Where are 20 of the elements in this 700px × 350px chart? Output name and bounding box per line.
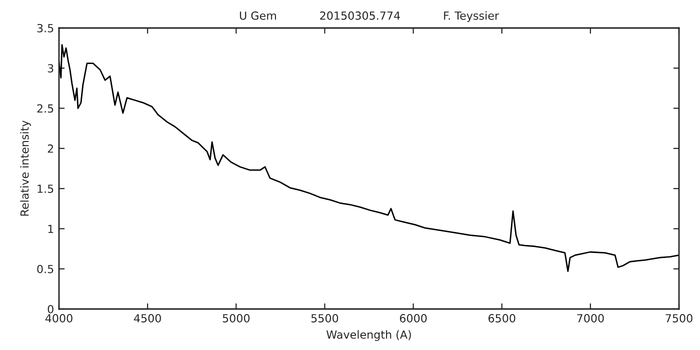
y-tick-label: 0 xyxy=(48,304,54,314)
y-tick-label: 2 xyxy=(48,144,54,153)
y-tick-label: 3 xyxy=(48,64,54,73)
x-tick-label: 5500 xyxy=(311,314,338,322)
x-tick-label: 6500 xyxy=(488,314,516,322)
x-tick-label: 6000 xyxy=(400,314,427,322)
y-tick-label: 2.5 xyxy=(37,104,54,113)
x-tick-label: 7000 xyxy=(577,314,604,322)
x-tick-label: 7500 xyxy=(666,314,692,322)
x-tick-label: 5000 xyxy=(222,314,250,322)
x-tick-label: 4000 xyxy=(45,314,72,322)
line-series xyxy=(59,44,679,272)
x-axis-title: Wavelength (A) xyxy=(326,330,411,341)
y-tick-label: 1.5 xyxy=(38,184,54,193)
y-tick-label: 3.5 xyxy=(37,24,54,32)
y-tick-label: 1 xyxy=(48,224,54,233)
y-tick-label: 0.5 xyxy=(37,264,54,274)
y-axis-title: Relative intensity xyxy=(20,120,31,216)
chart-title: U Gem 20150305.774 F. Teyssier xyxy=(240,11,500,22)
x-tick-label: 4500 xyxy=(134,314,161,322)
